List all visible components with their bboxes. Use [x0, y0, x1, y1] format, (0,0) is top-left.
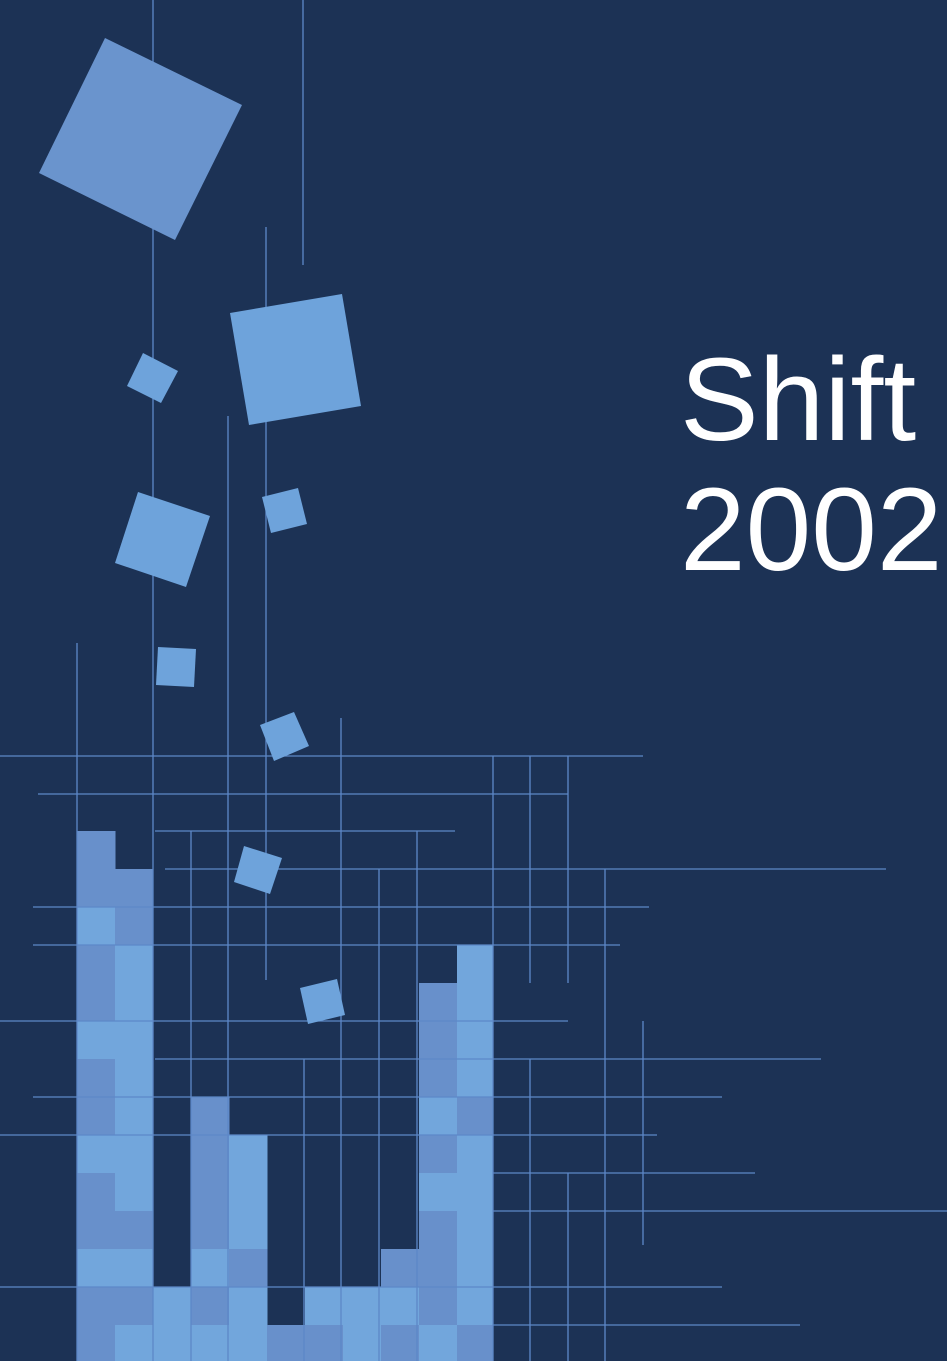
square — [156, 647, 196, 687]
pixel-block — [77, 1173, 116, 1212]
square — [39, 38, 242, 240]
pixel-block — [419, 1173, 458, 1212]
pixel-block — [457, 1325, 493, 1361]
pixel-block — [115, 1249, 154, 1288]
pixel-block — [115, 983, 154, 1022]
pixel-block — [153, 1287, 192, 1326]
pixel-block — [229, 1325, 268, 1361]
pixel-block — [419, 1135, 458, 1174]
pixel-block — [419, 1287, 458, 1326]
pixel-block — [419, 1059, 458, 1098]
falling-squares — [39, 38, 361, 1024]
pixel-block — [191, 1135, 230, 1174]
pixel-block — [77, 1249, 116, 1288]
square — [300, 979, 345, 1024]
pixel-block — [229, 1135, 268, 1174]
pixel-block — [419, 1211, 458, 1250]
square — [262, 488, 307, 533]
pixel-block — [229, 1173, 268, 1212]
pixel-block — [267, 1325, 306, 1361]
pixel-block — [77, 1135, 116, 1174]
pixel-block — [77, 1059, 116, 1098]
pixel-block — [419, 1325, 458, 1361]
square — [115, 492, 210, 587]
pixel-block — [115, 1325, 154, 1361]
pixel-block — [419, 983, 458, 1022]
pixel-block — [115, 1097, 154, 1136]
pixel-block — [115, 1021, 154, 1060]
pixel-block — [381, 1325, 420, 1361]
pixel-block — [191, 1097, 230, 1136]
pixel-block — [343, 1325, 382, 1361]
pixel-block — [457, 1021, 493, 1060]
pixel-block — [419, 1249, 458, 1288]
pixel-block — [191, 1287, 230, 1326]
pixel-block — [153, 1325, 192, 1361]
pixel-block — [457, 1059, 493, 1098]
pixel-block — [115, 869, 154, 908]
pixel-block — [457, 945, 493, 984]
pixel-block — [115, 1287, 154, 1326]
pixel-block — [77, 1097, 116, 1136]
pixel-block — [457, 1287, 493, 1326]
pixel-block — [115, 945, 154, 984]
pixel-block — [77, 869, 116, 908]
pixel-block — [457, 1249, 493, 1288]
pixel-blocks — [77, 831, 493, 1361]
pixel-block — [229, 1211, 268, 1250]
pixel-block — [77, 983, 116, 1022]
pixel-block — [77, 1211, 116, 1250]
pixel-block — [419, 1021, 458, 1060]
pixel-block — [419, 1097, 458, 1136]
pixel-block — [77, 1287, 116, 1326]
pixel-block — [191, 1249, 230, 1288]
pixel-block — [343, 1287, 382, 1326]
pixel-block — [381, 1249, 420, 1288]
title-line: 2002 — [680, 464, 943, 596]
pixel-block — [305, 1287, 344, 1326]
pixel-block — [77, 907, 116, 946]
pixel-block — [77, 831, 116, 870]
square — [127, 353, 178, 403]
pixel-block — [229, 1249, 268, 1288]
pixel-block — [191, 1211, 230, 1250]
pixel-block — [115, 1173, 154, 1212]
square — [234, 846, 282, 894]
pixel-block — [457, 1211, 493, 1250]
pixel-block — [457, 983, 493, 1022]
pixel-block — [115, 1059, 154, 1098]
pixel-block — [457, 1135, 493, 1174]
pixel-block — [191, 1173, 230, 1212]
pixel-block — [77, 1021, 116, 1060]
pixel-block — [77, 945, 116, 984]
square — [260, 712, 309, 761]
pixel-block — [305, 1325, 344, 1361]
pixel-block — [115, 1211, 154, 1250]
pixel-block — [115, 1135, 154, 1174]
title-line: Shift — [680, 334, 916, 466]
pixel-block — [229, 1287, 268, 1326]
pixel-block — [191, 1325, 230, 1361]
pixel-block — [115, 907, 154, 946]
pixel-block — [77, 1325, 116, 1361]
pixel-block — [381, 1287, 420, 1326]
pixel-block — [457, 1173, 493, 1212]
pixel-block — [457, 1097, 493, 1136]
square — [230, 294, 361, 425]
